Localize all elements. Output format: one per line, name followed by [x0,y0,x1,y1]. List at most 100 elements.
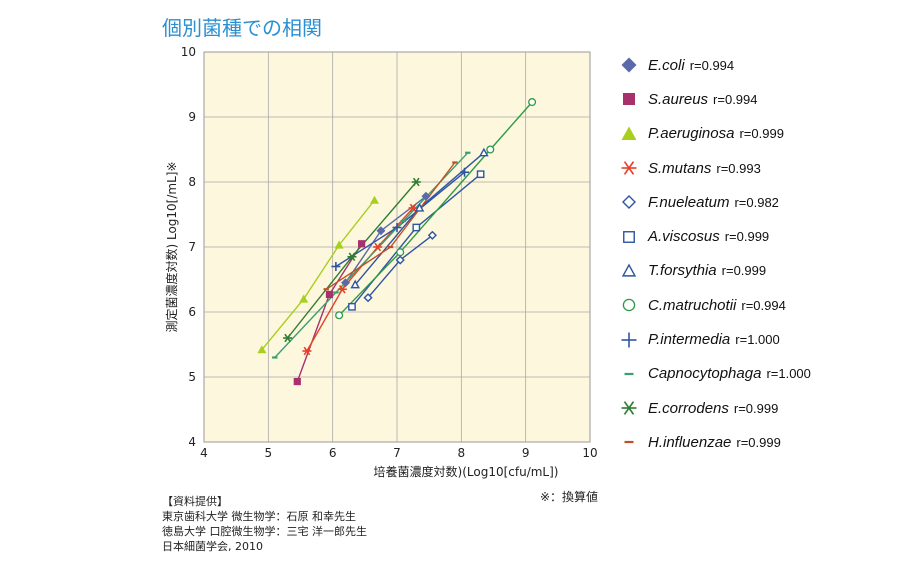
data-point [257,345,267,354]
legend-series-name: E.corrodens [648,399,729,417]
data-point [414,202,425,212]
legend-marker-shape [621,57,637,73]
legend-item: E.corrodens r=0.999 [618,391,811,425]
legend-item: P.intermedia r=1.000 [618,322,811,356]
data-point [479,147,489,157]
data-point [341,278,351,288]
data-point [528,98,537,107]
legend-correlation: r=0.999 [721,263,767,279]
source-credits: 【資料提供】 東京歯科大学 微生物学：石原 和幸先生 徳島大学 口腔微生物学：三… [162,494,367,554]
source-line: 徳島大学 口腔微生物学：三宅 洋一郎先生 [162,525,367,538]
legend-marker-icon [621,263,637,277]
y-tick-label: 9 [188,110,196,124]
legend-item: S.aureus r=0.994 [618,82,811,116]
legend-marker-icon [624,372,634,375]
legend-marker-icon [623,230,635,243]
data-point [411,177,421,187]
data-point [350,279,360,289]
y-tick-label: 8 [188,175,196,189]
series-line-7 [338,101,533,316]
y-tick-label: 10 [181,45,196,59]
legend-item: E.coli r=0.994 [618,48,811,82]
y-tick-label: 7 [188,240,196,254]
data-point [421,191,431,201]
data-point [412,223,421,232]
legend-series-name: Capnocytophaga [648,365,762,383]
legend-item: S.mutans r=0.993 [618,151,811,185]
legend-marker-icon [623,93,635,106]
legend-correlation: r=0.994 [713,91,758,107]
legend-marker-shape [623,230,635,243]
legend-item: F.nueleatum r=0.982 [618,185,811,219]
data-point [396,248,405,257]
legend-series-name: A.viscosus [648,228,720,246]
y-tick-label: 4 [188,435,196,449]
data-point [395,255,405,265]
legend-marker-icon [621,126,637,140]
data-point [363,293,373,303]
legend-marker-icon [621,401,637,415]
x-axis-label: 培養菌濃度対数)(Log10[cfu/mL]) [374,464,559,479]
legend-correlation: r=0.999 [733,400,779,416]
legend-series-name: C.matruchotii [648,296,737,314]
data-point [408,203,418,213]
source-line: 日本細菌学会, 2010 [162,540,263,553]
legend: E.coli r=0.994 S.aureus r=0.994 P.aeruginosa… [618,48,811,460]
data-point [283,333,293,343]
x-tick-label: 6 [329,446,337,460]
legend-correlation: r=0.993 [716,160,761,176]
legend-marker-shape [621,161,637,175]
legend-correlation: r=0.999 [724,229,770,245]
data-point [348,302,356,311]
data-point [293,377,301,386]
data-point [460,167,470,177]
data-point [337,284,347,294]
x-tick-label: 10 [582,446,597,460]
scatter-chart: 4 5 6 7 8 9 10 4 5 6 7 8 9 10 培養菌濃度対数)(Log10[cfu/mL])… [164,45,598,479]
data-point [369,195,379,204]
legend-series-name: H.influenzae [648,433,732,451]
legend-item: T.forsythia r=0.999 [618,254,811,288]
legend-correlation: r=1.000 [735,332,780,348]
series-markers [257,98,537,386]
legend-marker-shape [621,126,637,140]
legend-marker-icon [622,195,636,210]
x-tick-label: 8 [458,446,466,460]
legend-series-name: T.forsythia [648,262,717,280]
x-tick-label: 7 [393,446,401,460]
data-point [334,240,344,249]
series-line-2 [261,199,376,351]
data-point [427,230,437,240]
legend-marker-shape [622,298,636,312]
legend-correlation: r=0.999 [739,126,784,142]
page-title: 個別菌種での相関 [162,16,322,40]
legend-correlation: r=0.982 [734,194,779,210]
x-tick-label: 9 [522,446,530,460]
data-point [373,242,383,252]
legend-item: C.matruchotii r=0.994 [618,288,811,322]
legend-item: P.aeruginosa r=0.999 [618,117,811,151]
legend-marker-shape [622,195,636,210]
legend-marker-icon [622,298,636,312]
legend-marker-shape [623,93,635,106]
x-tick-label: 5 [265,446,273,460]
source-heading: 【資料提供】 [162,495,228,508]
data-point [392,223,402,232]
data-point [325,290,334,299]
y-tick-label: 5 [188,370,196,384]
legend-series-name: P.intermedia [648,331,731,349]
legend-marker-shape [621,332,637,348]
source-line: 東京歯科大学 微生物学：石原 和幸先生 [162,510,356,523]
axis-ticks: 4 5 6 7 8 9 10 4 5 6 7 8 9 10 [181,45,598,460]
legend-marker-icon [624,441,634,444]
conversion-note: ※：換算値 [540,490,599,504]
legend-correlation: r=0.994 [689,57,735,73]
legend-item: A.viscosus r=0.999 [618,219,811,253]
data-point [486,145,495,154]
data-point [302,346,312,356]
legend-series-name: P.aeruginosa [648,125,735,143]
data-point [476,170,485,179]
legend-series-name: E.coli [648,56,685,74]
legend-correlation: r=1.000 [766,366,811,382]
legend-series-name: F.nueleatum [648,193,730,211]
